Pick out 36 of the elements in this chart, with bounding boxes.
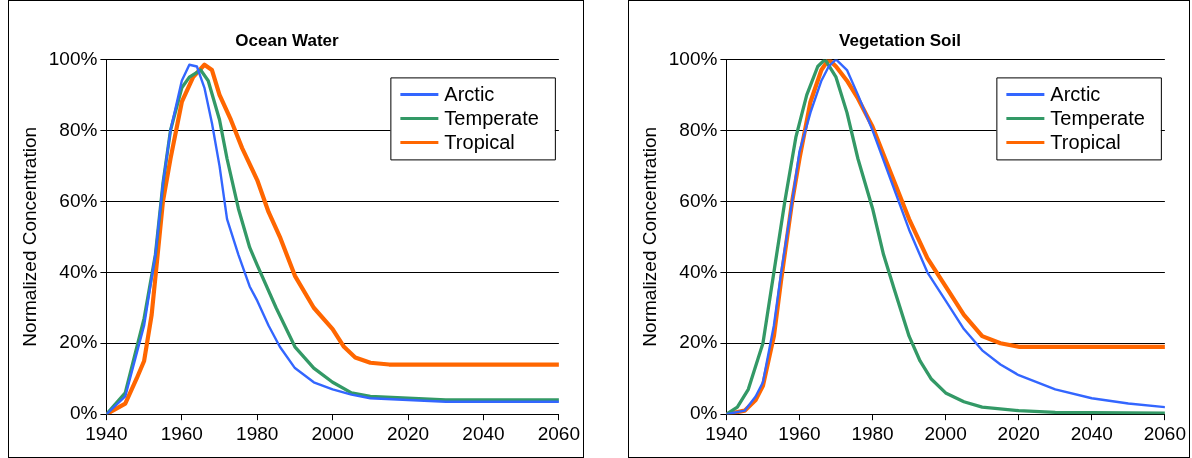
x-tick-label: 2040 xyxy=(1070,422,1113,444)
y-tick-label: 100% xyxy=(48,47,98,69)
y-tick-label: 0% xyxy=(689,402,718,424)
legend-label: Temperate xyxy=(1050,106,1145,129)
x-tick-label: 1960 xyxy=(778,422,821,444)
x-tick-label: 2000 xyxy=(924,422,967,444)
chart-title: Vegetation Soil xyxy=(839,30,961,50)
y-tick-label: 100% xyxy=(668,47,718,69)
y-tick-label: 0% xyxy=(69,402,98,424)
y-axis-title: Normalized Concentration xyxy=(18,126,40,347)
x-tick-label: 2020 xyxy=(997,422,1040,444)
x-tick-label: 1980 xyxy=(851,422,894,444)
legend-label: Arctic xyxy=(1050,82,1101,105)
legend-label: Temperate xyxy=(444,106,539,129)
x-tick-label: 2060 xyxy=(537,422,581,444)
y-tick-label: 60% xyxy=(59,189,98,211)
x-tick-label: 1940 xyxy=(85,422,128,444)
x-tick-label: 1960 xyxy=(160,422,203,444)
y-tick-label: 20% xyxy=(59,331,98,353)
legend-label: Tropical xyxy=(1050,130,1121,153)
y-tick-label: 40% xyxy=(679,260,718,282)
y-tick-label: 20% xyxy=(679,331,718,353)
legend-label: Tropical xyxy=(444,130,515,153)
y-axis-title: Normalized Concentration xyxy=(638,126,660,347)
y-tick-label: 40% xyxy=(59,260,98,282)
x-tick-label: 2060 xyxy=(1143,422,1187,444)
chart-title: Ocean Water xyxy=(235,30,340,50)
x-tick-label: 1980 xyxy=(236,422,279,444)
y-tick-label: 80% xyxy=(679,118,718,140)
x-tick-label: 2000 xyxy=(311,422,354,444)
x-tick-label: 2020 xyxy=(386,422,430,444)
y-tick-label: 80% xyxy=(59,118,98,140)
x-tick-label: 1940 xyxy=(705,422,748,444)
y-tick-label: 60% xyxy=(679,189,718,211)
legend-label: Arctic xyxy=(444,82,495,105)
x-tick-label: 2040 xyxy=(462,422,505,444)
